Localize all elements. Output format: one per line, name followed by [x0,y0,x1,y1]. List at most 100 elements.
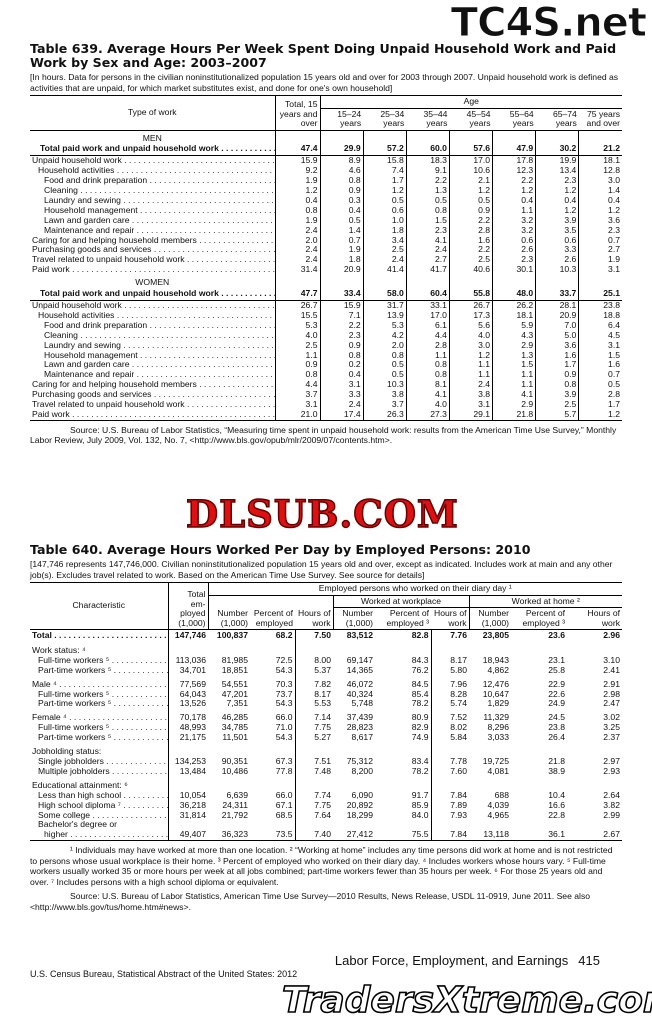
footnotes: ¹ Individuals may have worked at more th… [30,845,622,887]
cell-value: 2.8 [448,225,493,236]
row-label: Travel related to unpaid household work [30,400,275,410]
cell-value: 54.3 [275,698,293,709]
cell-value: 0.9 [448,205,493,216]
cell-empty [492,130,536,144]
row-label-text: Caring for and helping household members [32,236,275,245]
cell-value: 0.8 [319,350,364,361]
cell-value: 9.1 [405,165,450,177]
row-label-text: Bachelor's degree or [38,820,118,830]
cell-value: 3.82 [603,799,620,810]
cell-value: 2.41 [603,664,620,675]
cell-value: 1.2 [535,205,579,216]
cell-value: 90,351 [221,755,248,766]
cell-value: 2.5 [362,245,407,256]
cell-value: 18,943 [482,654,509,665]
row-label-text: Unpaid household work [32,156,275,166]
cell-empty [294,709,333,714]
cell-value: 19.9 [535,155,579,167]
cell-value: 73.7 [275,688,293,699]
row-label: Bachelor's degree or [30,820,168,830]
cell-empty [430,820,469,831]
cell-value: 28,823 [346,722,373,733]
cell-value: 1.3 [405,185,450,196]
cell-value: 15.9 [274,155,320,167]
cell-value: 7.78 [430,756,469,767]
cell-value: 20.9 [535,310,579,321]
cell-value: 7.93 [430,810,469,821]
cell-empty [294,743,333,748]
cell-value: 3.5 [535,225,579,236]
cell-value: 84.5 [411,678,429,689]
spacer-row [30,776,622,781]
cell-value: 4.0 [405,399,450,410]
cell-value: 2.4 [274,254,320,266]
table-row: Cleaning4.02.34.24.44.04.35.04.5 [30,330,622,341]
header-cell: Number (1,000) [332,607,375,630]
row-label-text: Household activities [38,311,275,320]
cell-value: 77.8 [275,765,293,776]
cell-value: 3.1 [448,399,493,410]
cell-value: 33.7 [535,288,579,302]
footnote: ⁴ Includes workers whose hours vary. [422,855,565,866]
cell-value: 7.0 [535,320,579,331]
cell-value: 2.97 [603,755,620,766]
cell-value: 47,201 [221,688,248,699]
cell-value: 8,296 [487,722,509,733]
row-label-text: higher [44,830,168,839]
cell-empty [167,641,208,646]
cell-empty [492,275,536,289]
cell-value: 1.1 [492,379,536,391]
header-cell: Age [319,95,622,109]
table-row: Full-time workers ⁵48,993 34,785 71.07.75 2… [30,722,622,734]
cell-value: 1.9 [274,175,320,187]
cell-value: 28.1 [535,300,579,311]
header-cell: Percent of employed [253,608,293,628]
row-label: Purchasing goods and services [30,245,275,255]
cell-value: 68.5 [275,809,293,820]
row-label-text: Travel related to unpaid household work [32,400,275,409]
cell-value: 5.37 [294,665,333,676]
cell-value: 40,324 [346,688,373,699]
row-label-text: Jobholding status: [32,747,102,757]
row-label: Food and drink preparation [30,321,275,331]
cell-value: 2.99 [603,809,620,820]
cell-value: 23.6 [548,630,565,640]
cell-value: 1.0 [362,215,407,226]
cell-value: 23.8 [548,722,565,733]
cell-value: 2.64 [603,789,620,800]
table-row: Full-time workers ⁵113,036 81,985 72.58.00… [30,654,622,666]
cell-value: 3.25 [603,722,620,733]
table-row: Household management0.80.40.60.80.91.11.… [30,205,622,216]
cell-value: 0.8 [405,369,450,381]
row-label-text: Total paid work and unpaid household wor… [40,288,275,298]
cell-value: 0.5 [578,379,622,391]
table-row: Paid work31.420.941.441.740.630.110.33.1 [30,264,622,276]
cell-empty [294,820,333,831]
cell-value: 0.5 [448,195,493,206]
cell-value: 33.1 [405,300,450,311]
row-label: Full-time workers ⁵ [30,656,168,666]
cell-value: 8,200 [351,765,373,776]
cell-value: 3,033 [487,732,509,743]
cell-value: 134,253 [167,756,208,767]
cell-value: 5.53 [294,699,333,710]
header-cell: 25–34 years [380,108,405,128]
table-row: Total147,746 100,837 68.27.50 83,512 82.87.7… [30,629,622,642]
row-label-text: Single jobholders [38,757,168,766]
cell-value: 5.6 [448,320,493,331]
cell-value: 26.7 [448,300,493,311]
row-label-text: Food and drink preparation [44,176,275,185]
cell-value: 36,323 [221,829,248,840]
cell-value: 24.5 [548,712,565,723]
cell-empty [578,130,622,144]
cell-empty [535,275,579,289]
cell-empty [167,675,208,680]
cell-value: 3.2 [492,225,536,236]
cell-value: 83,512 [346,630,373,640]
cell-value: 3.7 [274,389,320,401]
cell-value: 71.0 [275,722,293,733]
source-note: Source: U.S. Bureau of Labor Statistics,… [30,891,591,912]
cell-empty [167,780,208,791]
cell-value: 18,851 [221,664,248,675]
table-row: Purchasing goods and services3.73.33.84.… [30,389,622,401]
